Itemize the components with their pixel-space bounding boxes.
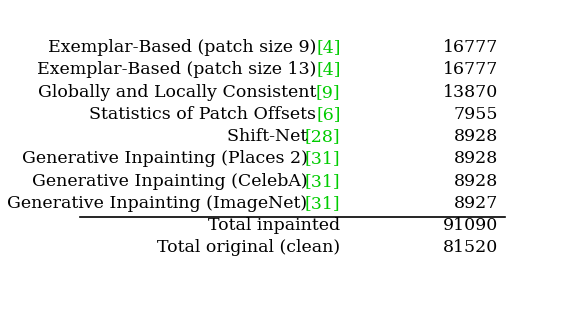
Text: 16777: 16777 xyxy=(443,39,499,56)
Text: 8927: 8927 xyxy=(454,195,499,212)
Text: 8928: 8928 xyxy=(454,173,499,190)
Text: [9]: [9] xyxy=(316,84,341,100)
Text: Generative Inpainting (ImageNet): Generative Inpainting (ImageNet) xyxy=(7,195,313,212)
Text: [4]: [4] xyxy=(316,39,341,56)
Text: Exemplar-Based (patch size 13): Exemplar-Based (patch size 13) xyxy=(37,61,321,78)
Text: Globally and Locally Consistent: Globally and Locally Consistent xyxy=(37,84,321,100)
Text: [31]: [31] xyxy=(305,195,341,212)
Text: Shift-Net: Shift-Net xyxy=(227,128,313,145)
Text: [6]: [6] xyxy=(316,106,341,123)
Text: Total inpainted: Total inpainted xyxy=(208,217,341,234)
Text: 13870: 13870 xyxy=(443,84,499,100)
Text: Statistics of Patch Offsets: Statistics of Patch Offsets xyxy=(89,106,321,123)
Text: 8928: 8928 xyxy=(454,150,499,167)
Text: [31]: [31] xyxy=(305,150,341,167)
Text: [31]: [31] xyxy=(305,173,341,190)
Text: Generative Inpainting (Places 2): Generative Inpainting (Places 2) xyxy=(22,150,313,167)
Text: Generative Inpainting (CelebA): Generative Inpainting (CelebA) xyxy=(32,173,313,190)
Text: Total original (clean): Total original (clean) xyxy=(157,240,341,256)
Text: 7955: 7955 xyxy=(454,106,499,123)
Text: Exemplar-Based (patch size 9): Exemplar-Based (patch size 9) xyxy=(48,39,321,56)
Text: 81520: 81520 xyxy=(443,240,499,256)
Text: [28]: [28] xyxy=(305,128,341,145)
Text: [4]: [4] xyxy=(316,61,341,78)
Text: 91090: 91090 xyxy=(443,217,499,234)
Text: 16777: 16777 xyxy=(443,61,499,78)
Text: 8928: 8928 xyxy=(454,128,499,145)
